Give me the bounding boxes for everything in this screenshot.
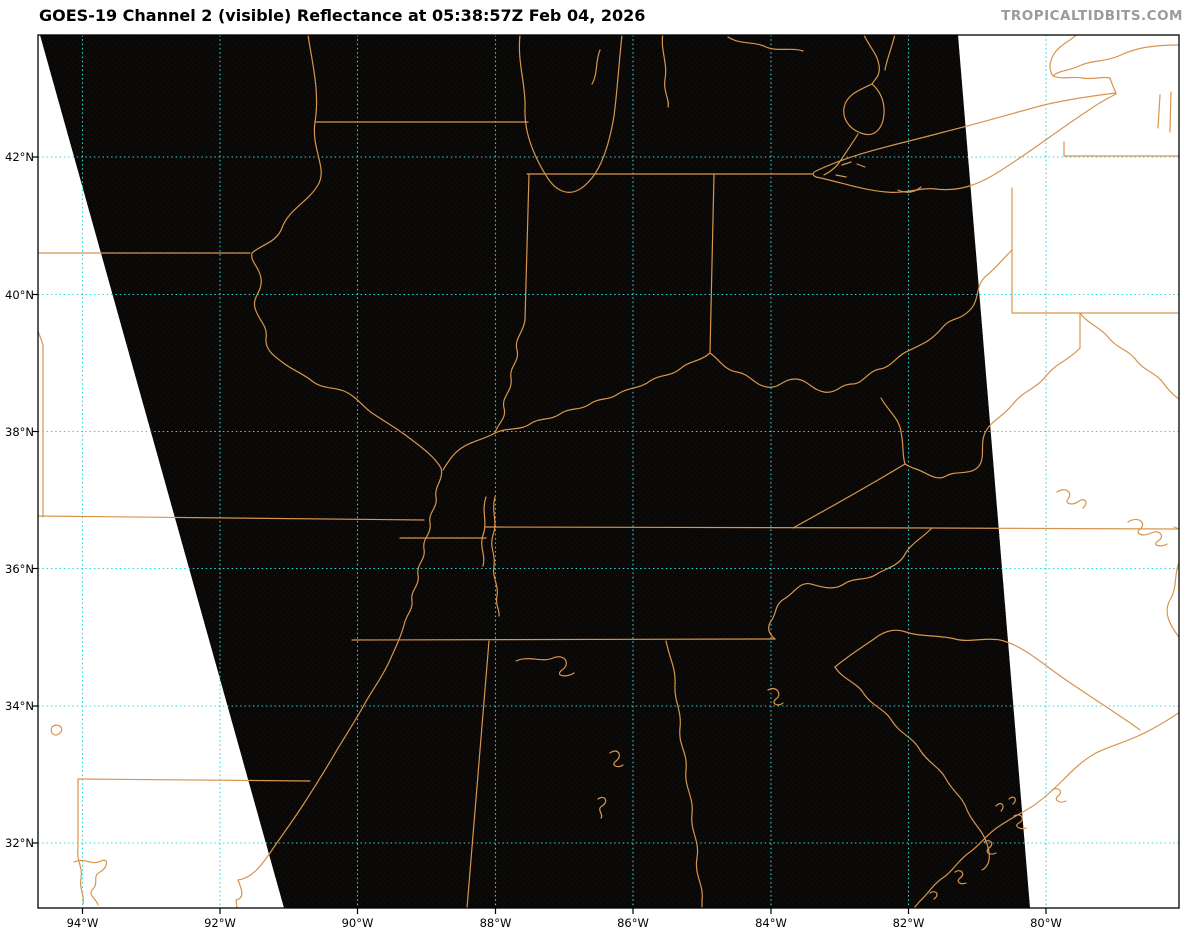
lat-label: 42°N: [5, 150, 34, 164]
lake-erie: [812, 92, 1117, 193]
mississippi-alabama-border: [466, 640, 490, 908]
lon-label: 86°W: [617, 916, 649, 929]
big-sandy-river: [880, 397, 906, 465]
lon-label: 80°W: [1030, 916, 1062, 929]
tennessee-north-carolina-border: [768, 527, 933, 640]
lake-ontario: [1049, 35, 1179, 80]
north-carolina-south-carolina-border: [834, 629, 1141, 731]
westvirginia-virginia-border: [904, 347, 1081, 479]
lat-label: 32°N: [5, 836, 34, 850]
michigan-interior: [661, 35, 804, 108]
potomac-river: [1079, 312, 1179, 400]
pennsylvania-newyork-border: [1063, 141, 1179, 157]
lon-label: 90°W: [341, 916, 374, 929]
lon-label: 94°W: [66, 916, 99, 929]
map-frame: [37, 34, 1180, 909]
axis-ticks: [32, 156, 1047, 914]
alabama-georgia-border: [665, 640, 703, 908]
lon-label: 82°W: [892, 916, 925, 929]
missouri-kansas-border: [38, 330, 44, 518]
map-title: GOES-19 Channel 2 (visible) Reflectance …: [39, 6, 646, 25]
st-clair-river: [863, 35, 896, 85]
kentucky-lakes: [481, 496, 500, 617]
ohio-river: [442, 249, 1013, 471]
cape-fear-river: [1166, 561, 1179, 639]
lon-label: 88°W: [479, 916, 512, 929]
millwood-lake: [50, 724, 63, 736]
lat-label: 40°N: [5, 287, 34, 302]
lat-label: 34°N: [5, 699, 34, 713]
lat-label: 36°N: [5, 561, 34, 576]
lat-label: 38°N: [5, 424, 34, 439]
atlantic-coast: [913, 711, 1179, 908]
lon-label: 84°W: [755, 916, 787, 929]
satellite-swath: [40, 35, 1030, 908]
graticule: [38, 35, 1179, 908]
finger-lakes: [1157, 91, 1172, 133]
virginia-lakes: [1056, 489, 1179, 547]
tennessee-river-squiggles: [515, 656, 784, 819]
indiana-ohio-border: [709, 173, 715, 354]
kentucky-virginia-border: [792, 463, 906, 529]
arkansas-louisiana-border: [77, 778, 311, 782]
red-river: [73, 859, 108, 906]
barrier-islands: [929, 788, 1067, 900]
texas-louisiana-border: [77, 778, 85, 905]
lake-michigan: [518, 35, 623, 193]
watermark: TROPICALTIDBITS.COM: [1001, 8, 1183, 24]
indiana-west-border-wabash: [494, 173, 530, 434]
mississippi-river: [235, 35, 443, 908]
lon-label: 92°W: [204, 916, 236, 929]
35N-border: [351, 638, 776, 641]
lake-erie-islands: [835, 161, 922, 193]
lake-st-clair: [843, 83, 885, 136]
niagara-river: [1109, 77, 1117, 94]
